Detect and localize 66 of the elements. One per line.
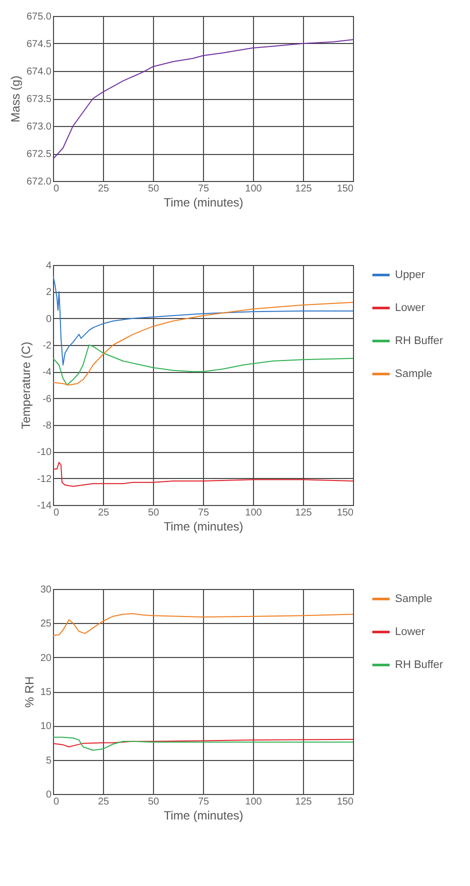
x-tick-label: 75: [198, 796, 210, 808]
y-tick-label: 2: [46, 287, 52, 298]
legend-label: Sample: [395, 368, 432, 380]
legend-label: Upper: [395, 269, 426, 281]
line-series: [53, 462, 353, 487]
y-axis-title: Temperature (C): [19, 342, 34, 430]
y-tick-label: -4: [42, 367, 52, 378]
x-tick-label: 150: [336, 508, 354, 518]
line-series: [53, 302, 353, 386]
x-axis-title: Time (minutes): [164, 520, 244, 534]
legend-label: Lower: [395, 626, 426, 638]
y-tick-label: -2: [42, 340, 52, 352]
legend-label: Sample: [395, 593, 432, 605]
legend-label: RH Buffer: [395, 335, 444, 347]
x-axis-title: Time (minutes): [164, 196, 244, 210]
x-tick-label: 50: [148, 508, 160, 518]
y-tick-label: 673.5: [26, 94, 52, 105]
y-tick-label: 10: [40, 721, 52, 732]
legend-label: Lower: [395, 302, 426, 314]
x-tick-label: 25: [98, 796, 110, 808]
y-tick-label: -12: [37, 474, 52, 485]
y-tick-label: -14: [37, 500, 52, 512]
y-tick-label: 15: [40, 687, 52, 698]
y-tick-label: 0: [46, 314, 52, 325]
y-tick-label: 5: [46, 755, 52, 766]
x-tick-label: 100: [245, 796, 262, 808]
y-tick-label: -6: [42, 394, 52, 405]
y-tick-label: 674.0: [26, 66, 52, 78]
line-series: [53, 39, 353, 160]
y-tick-label: -8: [42, 420, 52, 432]
y-tick-label: 672.0: [26, 176, 52, 188]
y-axis-title: Mass (g): [8, 76, 22, 122]
x-tick-label: 0: [54, 796, 60, 808]
line-series: [53, 275, 353, 366]
x-tick-label: 75: [198, 184, 210, 194]
line-series: [53, 344, 353, 386]
y-tick-label: 672.5: [26, 149, 52, 160]
x-tick-label: 0: [54, 508, 60, 518]
y-axis-title: % RH: [22, 676, 36, 708]
line-series: [53, 613, 353, 636]
x-tick-label: 0: [54, 184, 60, 194]
x-tick-label: 25: [98, 508, 110, 518]
y-tick-label: -10: [37, 447, 52, 458]
x-tick-label: 125: [295, 508, 312, 518]
y-tick-label: 674.5: [26, 39, 52, 50]
x-tick-label: 25: [98, 184, 110, 194]
y-tick-label: 675.0: [26, 12, 52, 22]
x-tick-label: 125: [295, 796, 312, 808]
y-tick-label: 20: [40, 652, 52, 664]
legend-label: RH Buffer: [395, 659, 444, 671]
x-tick-label: 125: [295, 184, 312, 194]
x-axis-title: Time (minutes): [164, 808, 244, 822]
y-tick-label: 4: [46, 260, 52, 272]
y-tick-label: 0: [46, 790, 52, 800]
x-tick-label: 75: [198, 508, 210, 518]
y-tick-label: 673.0: [26, 122, 52, 132]
line-series: [53, 738, 353, 748]
line-series: [53, 736, 353, 751]
y-tick-label: 30: [40, 584, 52, 596]
x-tick-label: 150: [336, 796, 354, 808]
x-tick-label: 150: [336, 184, 354, 194]
x-tick-label: 100: [245, 184, 262, 194]
x-tick-label: 50: [148, 184, 160, 194]
x-tick-label: 50: [148, 796, 160, 808]
y-tick-label: 25: [40, 618, 52, 630]
x-tick-label: 100: [245, 508, 262, 518]
